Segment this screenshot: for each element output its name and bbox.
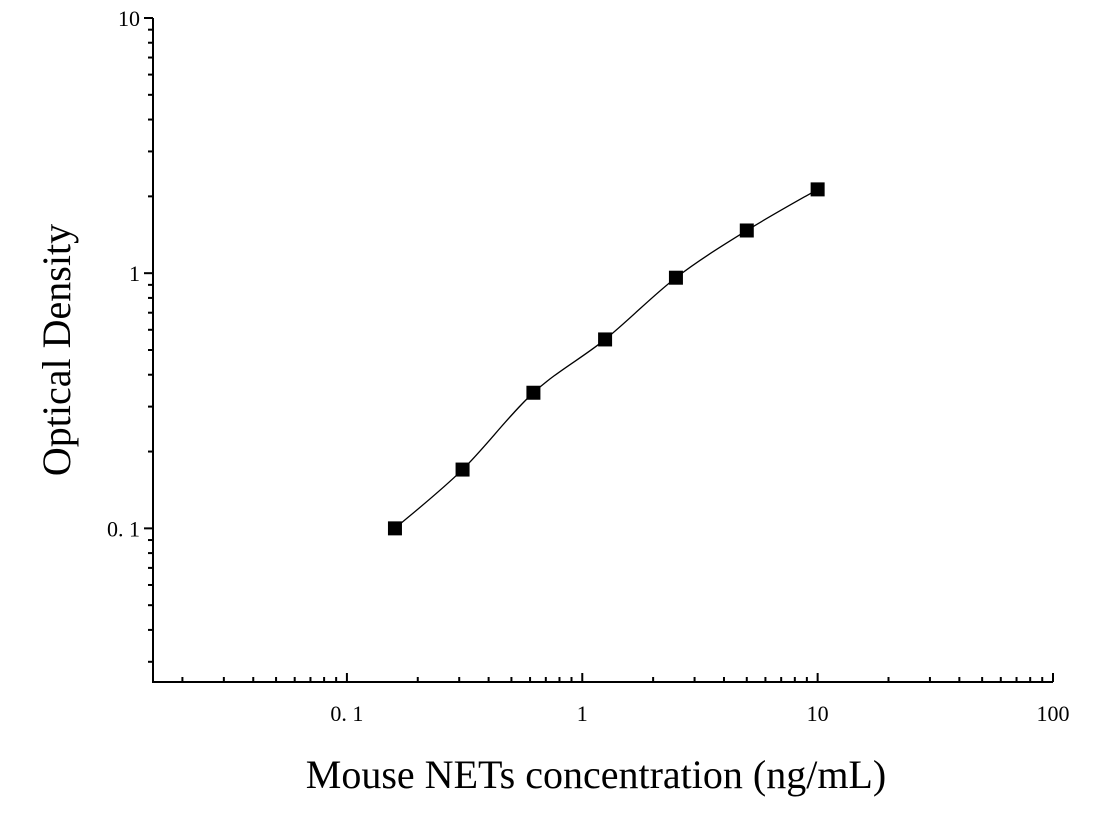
- data-point: [455, 462, 470, 477]
- axes: [152, 18, 1053, 683]
- data-point: [526, 385, 541, 400]
- y-tick-label: 1: [129, 261, 140, 286]
- x-tick-label: 0. 1: [330, 701, 363, 726]
- y-axis-title: Optical Density: [34, 224, 79, 476]
- data-point: [598, 332, 613, 347]
- x-axis-tick-labels: 0. 1 1 10 100: [330, 701, 1069, 726]
- data-point: [810, 182, 825, 197]
- y-axis-ticks: [144, 17, 153, 663]
- fit-curve-line: [394, 188, 818, 529]
- data-point: [739, 223, 754, 238]
- x-axis-ticks: [181, 673, 1054, 682]
- x-tick-label: 1: [577, 701, 588, 726]
- x-axis-title: Mouse NETs concentration (ng/mL): [306, 752, 886, 797]
- data-points: [387, 182, 825, 536]
- y-tick-label: 0. 1: [107, 516, 140, 541]
- data-point: [387, 521, 402, 536]
- y-tick-label: 10: [118, 6, 140, 31]
- x-tick-label: 100: [1037, 701, 1070, 726]
- x-tick-label: 10: [807, 701, 829, 726]
- y-axis-tick-labels: 0. 1 1 10: [107, 6, 140, 541]
- data-point: [668, 270, 683, 285]
